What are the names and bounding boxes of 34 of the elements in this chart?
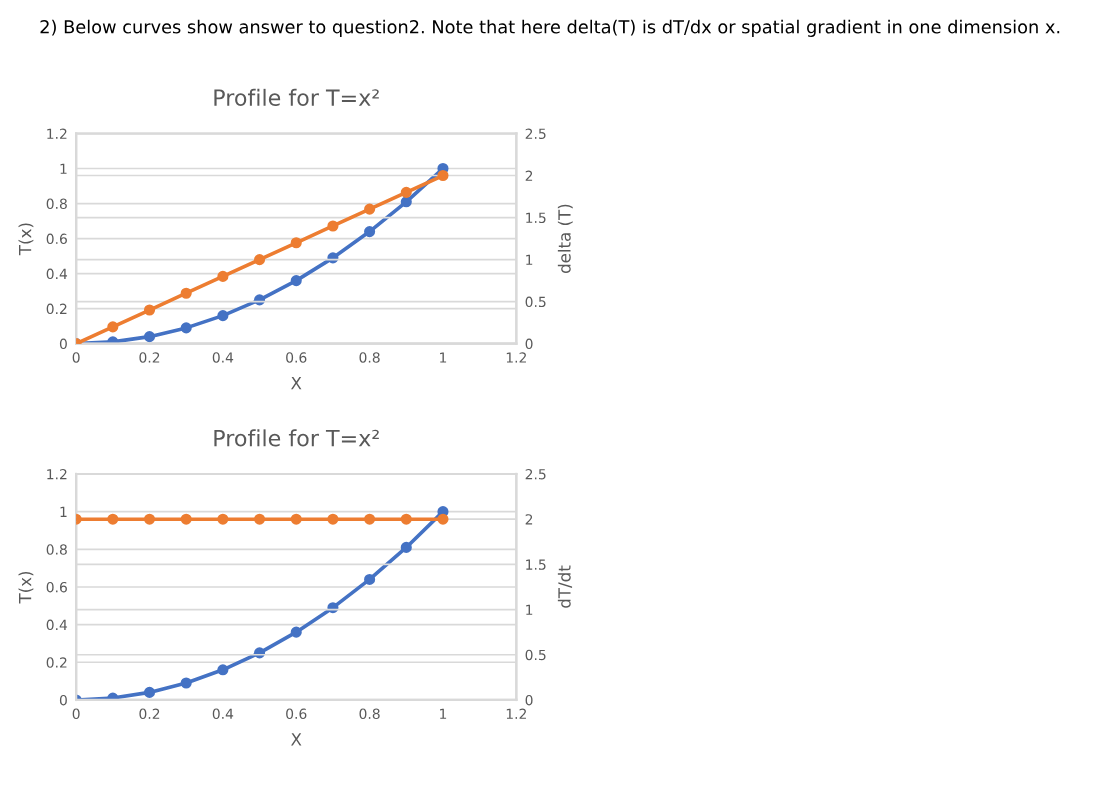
y-axis-title: T(x) [18, 223, 34, 256]
point [217, 270, 229, 282]
point [180, 677, 192, 689]
point [254, 294, 266, 306]
chart-title: Profile for T=x² [214, 429, 379, 447]
y-axis-title: T(x) [18, 571, 34, 604]
point [364, 573, 376, 585]
point [290, 275, 302, 287]
point [327, 220, 339, 232]
y2-axis-title: delta (T) [557, 204, 573, 274]
x-axis-title: X [291, 733, 302, 746]
y2-axis-title: dT/dt [557, 565, 573, 608]
point [290, 626, 302, 638]
point [400, 196, 412, 208]
text: 2) Below curves show answer to question2. Note that here delta(T) is dT/dx or spatial gradient in one dimension x. [40, 19, 1060, 37]
point [180, 287, 192, 299]
point [327, 602, 339, 614]
point [217, 310, 229, 322]
point [400, 186, 412, 198]
point [143, 304, 156, 316]
point [400, 541, 412, 553]
point [327, 252, 339, 264]
x-axis-title: X [291, 377, 302, 390]
point [254, 254, 266, 266]
chart-title: Profile for T=x² [214, 88, 379, 107]
point [180, 322, 192, 334]
point [143, 686, 156, 698]
point [364, 226, 376, 238]
point [217, 664, 229, 676]
point [437, 169, 449, 182]
point [107, 321, 119, 333]
point [364, 203, 376, 215]
point [143, 331, 156, 343]
point [290, 237, 302, 249]
